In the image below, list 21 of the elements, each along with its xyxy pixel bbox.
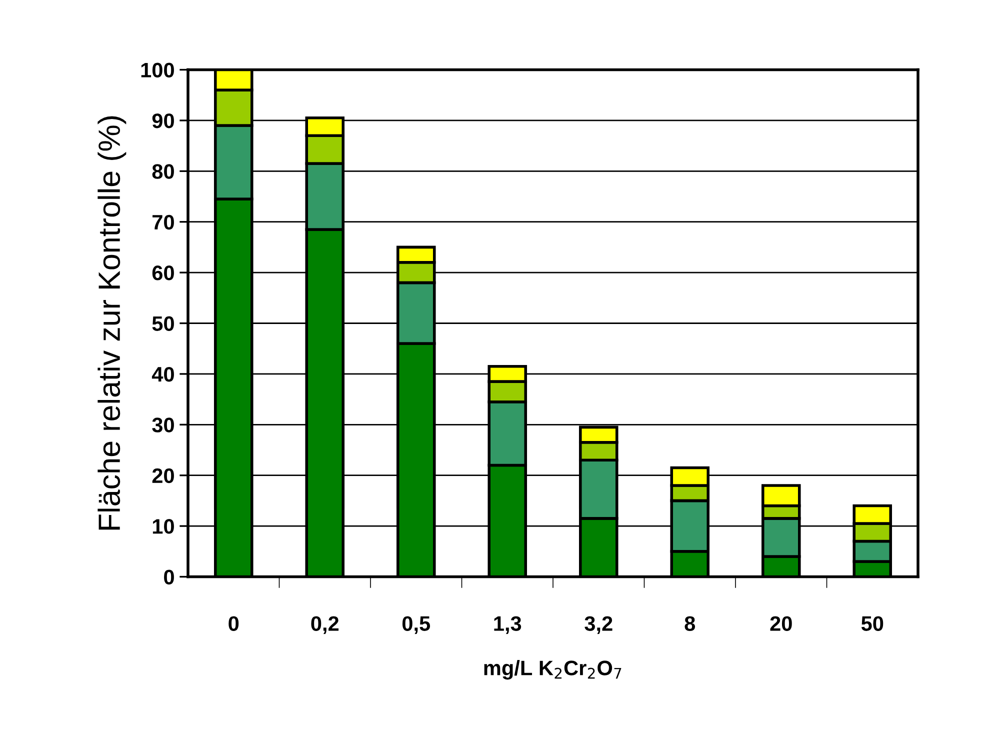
y-tick-label: 10	[152, 519, 174, 534]
x-tick-label: 0,5	[402, 616, 430, 634]
y-tick-label: 0	[164, 570, 174, 585]
y-tick-label: 100	[141, 62, 174, 78]
y-tick-label: 20	[152, 468, 174, 484]
y-tick-label: 80	[152, 164, 174, 179]
x-tick-label: 50	[861, 616, 884, 631]
x-tick-label: 3,2	[584, 616, 612, 634]
x-tick-label: 0,2	[311, 616, 339, 634]
y-tick-label: 60	[152, 266, 174, 280]
x-axis-title: mg/L K$_{2}$Cr$_{2}$O$_{7}$	[484, 660, 622, 680]
y-tick-label: 40	[152, 366, 174, 382]
x-tick-label: 8	[684, 616, 696, 631]
y-tick-label: 50	[152, 316, 174, 332]
x-tick-label: 1,3	[494, 616, 522, 634]
y-tick-label: 30	[152, 418, 174, 432]
y-tick-label: 90	[152, 113, 174, 128]
y-axis-title: Fläche relativ zur Kontrolle (%)	[98, 116, 126, 530]
x-tick-label: 0	[228, 616, 239, 631]
x-tick-label: 20	[770, 616, 792, 631]
y-tick-label: 70	[152, 214, 174, 230]
